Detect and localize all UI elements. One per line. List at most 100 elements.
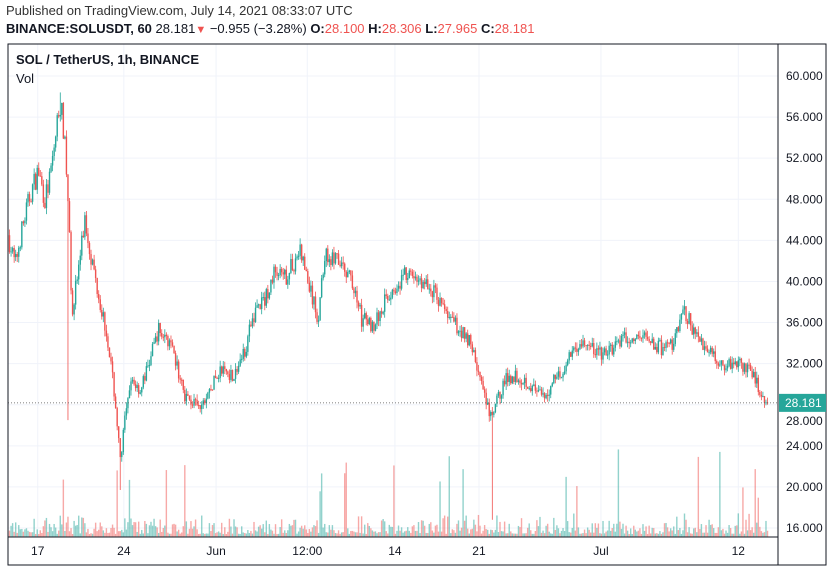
volume-bar	[288, 523, 291, 537]
candle-body	[453, 316, 455, 322]
volume-bar	[742, 487, 744, 537]
candle-body	[168, 340, 171, 347]
volume-bar	[228, 518, 231, 537]
candle-body	[34, 173, 37, 190]
volume-bar	[67, 516, 69, 537]
volume-bar	[611, 528, 613, 537]
volume-bar	[102, 530, 105, 537]
volume-bar	[511, 533, 513, 537]
price-tick-label: 40.000	[786, 274, 823, 288]
volume-bar	[8, 530, 11, 537]
candle-body	[157, 323, 160, 342]
volume-bar	[394, 533, 397, 537]
volume-bar	[48, 523, 51, 537]
volume-bar	[539, 516, 541, 537]
volume-bar	[34, 533, 37, 537]
candle-body	[497, 392, 500, 396]
volume-bar	[324, 523, 326, 537]
volume-bar	[483, 525, 486, 537]
volume-bar	[85, 532, 88, 537]
volume-bars	[8, 449, 769, 537]
volume-bar	[350, 530, 352, 537]
volume-bar	[629, 528, 632, 537]
candle-body	[726, 365, 729, 369]
candle-body	[506, 373, 509, 382]
volume-bar	[383, 521, 386, 537]
volume-bar	[53, 523, 55, 537]
volume-bar	[330, 529, 332, 537]
candle-body	[374, 324, 377, 331]
candle-body	[273, 266, 275, 283]
volume-bar	[536, 520, 538, 537]
price-tick-label: 36.000	[786, 316, 823, 330]
volume-bar	[702, 532, 704, 537]
candle-body	[597, 348, 600, 350]
volume-bar	[356, 532, 358, 537]
volume-bar	[400, 527, 403, 537]
volume-bar	[304, 525, 306, 537]
candle-body	[734, 361, 736, 365]
volume-bar	[96, 531, 98, 537]
candle-body	[276, 272, 278, 276]
candle-body	[651, 338, 653, 343]
volume-bar	[233, 519, 235, 537]
volume-bar	[510, 531, 512, 537]
candle-body	[177, 361, 180, 379]
volume-bar	[127, 522, 129, 537]
volume-bar	[334, 533, 337, 537]
candle-body	[645, 332, 647, 337]
volume-bar	[144, 520, 146, 537]
candle-body	[187, 393, 189, 396]
volume-bar	[130, 518, 132, 537]
candle-body	[88, 243, 91, 255]
candle-body	[44, 202, 46, 209]
volume-bar	[485, 529, 487, 537]
candle-body	[320, 278, 323, 298]
volume-bar	[488, 533, 490, 537]
candle-body	[711, 347, 713, 354]
candle-body	[534, 384, 537, 391]
candle-body	[522, 383, 524, 385]
candle-body	[79, 255, 81, 265]
volume-bar	[474, 524, 477, 537]
price-tick-label: 32.000	[786, 357, 823, 371]
volume-bar	[58, 530, 60, 537]
volume-bar	[557, 528, 560, 537]
candle-body	[423, 281, 426, 285]
candle-body	[213, 375, 215, 390]
candle-body	[328, 259, 331, 263]
candle-body	[350, 270, 352, 276]
candle-body	[39, 175, 41, 177]
candle-body	[388, 299, 390, 301]
volume-bar	[133, 522, 135, 537]
volume-bar	[760, 531, 763, 537]
volume-bar	[402, 532, 404, 537]
volume-bar	[570, 532, 572, 537]
candle-body	[58, 115, 60, 117]
candle-body	[691, 325, 693, 335]
candle-body	[356, 290, 358, 303]
volume-bar	[520, 518, 523, 537]
volume-bar	[542, 530, 544, 537]
candle-body	[480, 376, 483, 381]
volume-bar	[739, 533, 741, 537]
volume-bar	[18, 525, 20, 537]
candle-body	[210, 389, 212, 391]
candle-body	[193, 399, 195, 406]
volume-bar	[41, 532, 43, 537]
volume-bar	[214, 533, 217, 537]
volume-bar	[253, 521, 255, 537]
close-value: 28.181	[494, 21, 535, 36]
candle-body	[70, 232, 72, 291]
volume-bar	[50, 527, 52, 537]
candle-body	[546, 394, 549, 396]
candle-body	[714, 351, 716, 362]
volume-bar	[204, 533, 206, 537]
candle-body	[357, 302, 360, 307]
candle-body	[239, 359, 241, 366]
candle-body	[440, 297, 443, 304]
volume-bar	[74, 525, 77, 537]
candle-body	[628, 341, 630, 344]
candle-body	[457, 331, 460, 334]
